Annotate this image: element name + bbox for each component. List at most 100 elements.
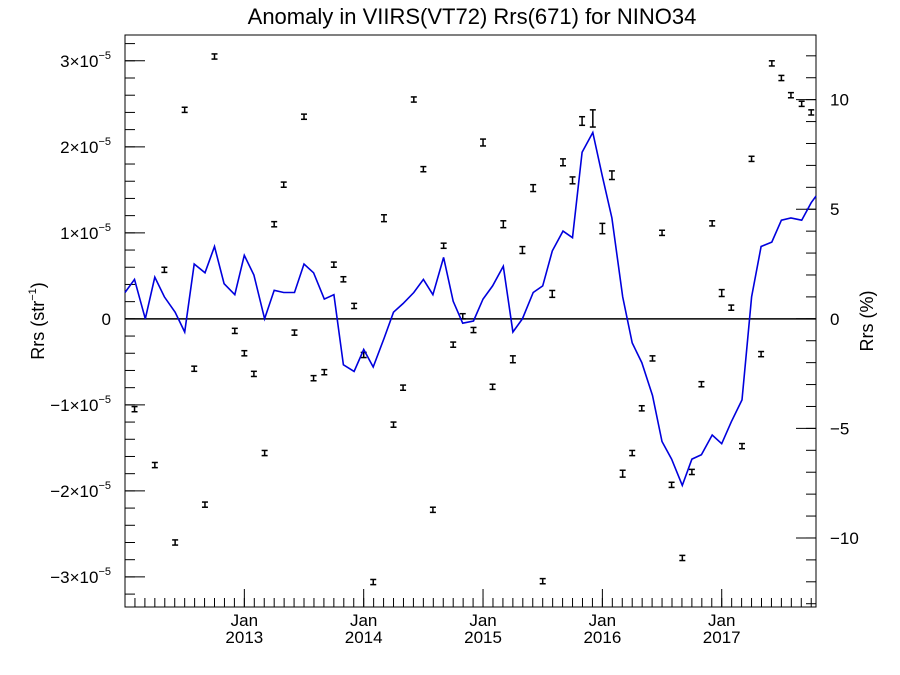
errorbar-point [649,355,656,362]
y-tick-label: 0 [102,310,111,329]
errorbar-point [579,115,586,127]
y-axis-right-title: Rrs (%) [857,291,877,352]
errorbar-point [271,220,278,228]
y-tick-label: 3×10−5 [60,50,111,71]
x-tick-month: Jan [231,611,258,630]
x-tick-year: 2015 [464,628,502,647]
errorbar-series [131,53,815,586]
y-axis-left-title: Rrs (str−1) [27,282,48,360]
errorbar-point [131,405,138,413]
errorbar-point [321,368,328,376]
errorbar-point [351,302,358,310]
errorbar-point [798,100,805,108]
errorbar-point [608,170,615,181]
errorbar-point [679,554,686,562]
plot-frame [124,34,817,608]
y-axis-right: 10 5 0 −5 −10 [796,55,859,605]
errorbar-point [728,304,735,311]
errorbar-point [250,370,257,378]
y-tick-label: −2×10−5 [50,480,111,501]
line-series [124,130,817,488]
errorbar-point [330,261,337,268]
errorbar-point [191,365,198,373]
errorbar-point [778,74,785,82]
errorbar-point [659,229,666,237]
errorbar-point [470,326,477,334]
errorbar-point [380,214,387,223]
errorbar-point [698,380,705,388]
errorbar-point [310,374,317,382]
errorbar-point [241,349,248,357]
x-tick-year: 2013 [225,628,263,647]
errorbar-point [400,384,407,391]
x-tick-month: Jan [708,611,735,630]
errorbar-point [519,245,526,255]
errorbar-point [161,266,168,274]
errorbar-point [758,350,765,358]
errorbar-point [718,288,725,298]
errorbar-point [410,96,417,103]
y-tick-label: 2×10−5 [60,136,111,157]
errorbar-point [291,329,298,336]
errorbar-point [668,481,675,489]
errorbar-point [549,289,556,299]
errorbar-point [280,181,287,188]
errorbar-point [480,138,487,147]
errorbar-point [808,109,815,116]
errorbar-point [638,404,645,412]
errorbar-point [787,91,794,99]
errorbar-point [599,222,606,235]
errorbar-point [440,242,447,250]
x-tick-month: Jan [589,611,616,630]
chart-title: Anomaly in VIIRS(VT72) Rrs(671) for NINO… [248,4,697,29]
errorbar-point [530,183,537,193]
errorbar-point [231,327,238,335]
errorbar-point [429,506,436,514]
errorbar-point [181,106,188,114]
y-tick-label: 1×10−5 [60,222,111,243]
y2-tick-label: −10 [830,529,859,548]
errorbar-point [688,468,695,476]
errorbar-point [500,220,507,229]
errorbar-point [619,469,626,478]
x-tick-year: 2017 [703,628,741,647]
errorbar-point [261,449,268,457]
errorbar-point [390,421,397,428]
x-tick-year: 2014 [345,628,383,647]
y2-tick-label: 10 [830,91,849,110]
errorbar-point [748,155,755,163]
errorbar-point [589,109,596,128]
errorbar-point [709,220,716,227]
errorbar-point [151,461,158,469]
errorbar-point [370,578,377,586]
errorbar-point [509,355,516,364]
errorbar-point [211,53,218,60]
x-tick-month: Jan [350,611,377,630]
x-tick-year: 2016 [583,628,621,647]
errorbar-point [539,577,546,585]
errorbar-point [559,158,566,167]
rrs-percent-line [124,130,817,488]
y-tick-label: −1×10−5 [50,394,111,415]
errorbar-point [489,383,496,391]
errorbar-point [420,165,427,173]
plot-border [124,34,817,608]
errorbar-point [569,176,576,185]
errorbar-point [201,501,208,508]
errorbar-point [739,442,746,450]
errorbar-point [172,539,179,546]
errorbar-point [301,113,308,121]
y-tick-label: −3×10−5 [50,566,111,587]
x-tick-month: Jan [469,611,496,630]
errorbar-point [768,60,775,67]
y2-tick-label: 0 [830,310,839,329]
y-axis-left: 3×10−5 2×10−5 1×10−5 0 −1×10−5 −2×10−5 −3×10−5 [50,43,145,595]
errorbar-point [629,449,636,457]
errorbar-point [340,275,347,283]
y2-tick-label: 5 [830,200,839,219]
errorbar-point [450,341,457,348]
y2-tick-label: −5 [830,419,849,438]
